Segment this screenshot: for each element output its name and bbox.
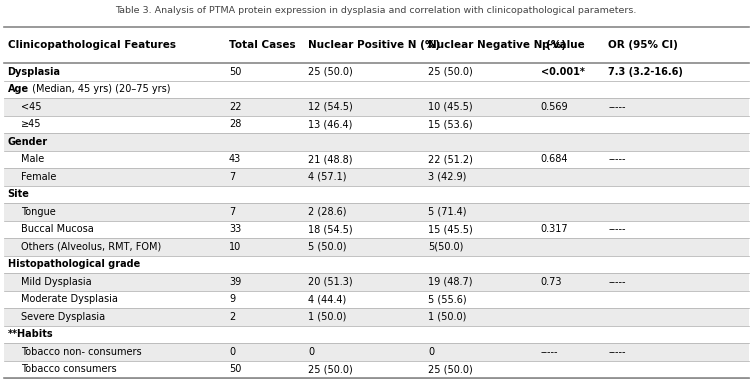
Text: 7: 7 [229, 172, 235, 182]
Bar [4, 115, 749, 133]
Text: -----: ----- [608, 224, 626, 235]
Text: 28: 28 [229, 119, 241, 129]
Text: 33: 33 [229, 224, 241, 235]
Text: 22 (51.2): 22 (51.2) [428, 154, 473, 164]
Text: Nuclear Positive N (%): Nuclear Positive N (%) [308, 40, 440, 50]
Bar [4, 27, 749, 63]
Text: Dysplasia: Dysplasia [8, 67, 61, 77]
Text: <0.001*: <0.001* [541, 67, 584, 77]
Text: 0: 0 [428, 347, 434, 357]
Text: 0.317: 0.317 [541, 224, 569, 235]
Bar [4, 151, 749, 168]
Text: 25 (50.0): 25 (50.0) [308, 364, 353, 374]
Text: -----: ----- [608, 347, 626, 357]
Bar [4, 325, 749, 343]
Text: p-value: p-value [541, 40, 584, 50]
Text: 4 (44.4): 4 (44.4) [308, 295, 346, 304]
Text: 2: 2 [229, 312, 235, 322]
Text: Buccal Mucosa: Buccal Mucosa [21, 224, 94, 235]
Text: 50: 50 [229, 67, 241, 77]
Text: Moderate Dysplasia: Moderate Dysplasia [21, 295, 118, 304]
Text: 21 (48.8): 21 (48.8) [308, 154, 352, 164]
Bar [4, 203, 749, 220]
Text: 15 (45.5): 15 (45.5) [428, 224, 473, 235]
Bar [4, 81, 749, 98]
Bar [4, 308, 749, 325]
Text: 0: 0 [229, 347, 235, 357]
Text: -----: ----- [608, 154, 626, 164]
Text: 5 (55.6): 5 (55.6) [428, 295, 466, 304]
Text: Age: Age [8, 84, 29, 94]
Text: Tobacco consumers: Tobacco consumers [21, 364, 116, 374]
Text: 7: 7 [229, 207, 235, 217]
Text: -----: ----- [541, 347, 558, 357]
Text: **Habits: **Habits [8, 329, 53, 340]
Text: -----: ----- [608, 102, 626, 112]
Bar [4, 343, 749, 361]
Bar [4, 220, 749, 238]
Bar [4, 168, 749, 186]
Text: Total Cases: Total Cases [229, 40, 296, 50]
Text: ≥45: ≥45 [21, 119, 41, 129]
Text: (Median, 45 yrs) (20–75 yrs): (Median, 45 yrs) (20–75 yrs) [29, 84, 170, 94]
Text: Table 3. Analysis of PTMA protein expression in dysplasia and correlation with c: Table 3. Analysis of PTMA protein expres… [115, 6, 636, 15]
Text: Male: Male [21, 154, 44, 164]
Text: 19 (48.7): 19 (48.7) [428, 277, 472, 287]
Text: 25 (50.0): 25 (50.0) [428, 364, 473, 374]
Text: Female: Female [21, 172, 56, 182]
Bar [4, 361, 749, 378]
Text: Site: Site [8, 189, 29, 199]
Text: 18 (54.5): 18 (54.5) [308, 224, 352, 235]
Text: 4 (57.1): 4 (57.1) [308, 172, 346, 182]
Text: 7.3 (3.2-16.6): 7.3 (3.2-16.6) [608, 67, 683, 77]
Text: 1 (50.0): 1 (50.0) [308, 312, 346, 322]
Text: 20 (51.3): 20 (51.3) [308, 277, 352, 287]
Text: Gender: Gender [8, 137, 47, 147]
Text: 1 (50.0): 1 (50.0) [428, 312, 466, 322]
Text: 10 (45.5): 10 (45.5) [428, 102, 472, 112]
Text: OR (95% CI): OR (95% CI) [608, 40, 678, 50]
Text: 0.684: 0.684 [541, 154, 569, 164]
Text: 10: 10 [229, 242, 241, 252]
Text: 15 (53.6): 15 (53.6) [428, 119, 472, 129]
Text: -----: ----- [608, 277, 626, 287]
Text: Tongue: Tongue [21, 207, 56, 217]
Text: Tobacco non- consumers: Tobacco non- consumers [21, 347, 142, 357]
Bar [4, 63, 749, 81]
Text: 0: 0 [308, 347, 314, 357]
Text: 5 (50.0): 5 (50.0) [308, 242, 346, 252]
Text: 13 (46.4): 13 (46.4) [308, 119, 352, 129]
Text: Nuclear Negative N (%): Nuclear Negative N (%) [428, 40, 566, 50]
Text: 0.569: 0.569 [541, 102, 569, 112]
Text: 39: 39 [229, 277, 241, 287]
Text: 25 (50.0): 25 (50.0) [428, 67, 473, 77]
Text: 43: 43 [229, 154, 241, 164]
Bar [4, 291, 749, 308]
Text: Mild Dysplasia: Mild Dysplasia [21, 277, 92, 287]
Text: 5 (71.4): 5 (71.4) [428, 207, 466, 217]
Text: 3 (42.9): 3 (42.9) [428, 172, 466, 182]
Text: 22: 22 [229, 102, 242, 112]
Bar [4, 98, 749, 115]
Text: Histopathological grade: Histopathological grade [8, 259, 140, 269]
Bar [4, 133, 749, 151]
Text: <45: <45 [21, 102, 41, 112]
Text: 12 (54.5): 12 (54.5) [308, 102, 353, 112]
Bar [4, 186, 749, 203]
Text: Severe Dysplasia: Severe Dysplasia [21, 312, 105, 322]
Text: Others (Alveolus, RMT, FOM): Others (Alveolus, RMT, FOM) [21, 242, 161, 252]
Bar [4, 238, 749, 256]
Text: 25 (50.0): 25 (50.0) [308, 67, 353, 77]
Text: 2 (28.6): 2 (28.6) [308, 207, 346, 217]
Text: 0.73: 0.73 [541, 277, 562, 287]
Text: 50: 50 [229, 364, 241, 374]
Text: 9: 9 [229, 295, 235, 304]
Text: 5(50.0): 5(50.0) [428, 242, 463, 252]
Bar [4, 256, 749, 273]
Text: Clinicopathological Features: Clinicopathological Features [8, 40, 176, 50]
Bar [4, 273, 749, 291]
